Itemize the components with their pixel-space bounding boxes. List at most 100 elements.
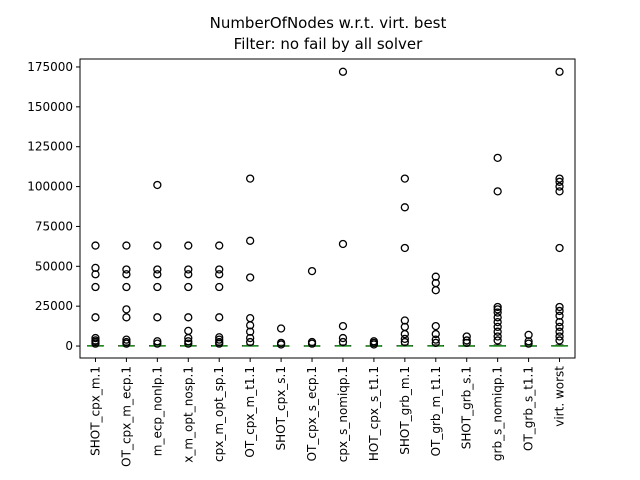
outlier bbox=[338, 321, 348, 331]
outlier bbox=[400, 329, 409, 339]
outlier bbox=[338, 337, 348, 347]
outlier bbox=[153, 180, 162, 190]
outlier bbox=[184, 265, 193, 274]
outlier bbox=[246, 337, 255, 347]
outlier bbox=[493, 322, 502, 332]
outlier bbox=[431, 335, 440, 344]
outlier bbox=[276, 324, 286, 333]
outlier bbox=[493, 153, 502, 163]
chart-subtitle: Filter: no fail by all solver bbox=[234, 35, 423, 53]
outlier bbox=[555, 67, 564, 76]
outlier bbox=[524, 337, 533, 346]
outlier bbox=[555, 322, 564, 332]
outlier bbox=[184, 326, 193, 336]
outlier bbox=[215, 282, 224, 292]
outlier bbox=[215, 339, 224, 348]
outlier bbox=[307, 266, 317, 276]
outlier bbox=[555, 306, 564, 316]
chart-title: NumberOfNodes w.r.t. virt. best bbox=[210, 14, 447, 32]
y-tick-label: 50000 bbox=[35, 259, 73, 273]
x-tick-label: m_ecp_nonlp.1 bbox=[150, 366, 164, 456]
y-tick-label: 150000 bbox=[27, 100, 73, 114]
y-tick-label: 100000 bbox=[27, 180, 73, 194]
outlier bbox=[91, 241, 100, 250]
outlier bbox=[122, 339, 131, 348]
outlier bbox=[493, 187, 502, 196]
x-tick-label: HOT_cpx_s_t1.1 bbox=[367, 366, 381, 461]
outlier bbox=[153, 337, 162, 346]
outlier bbox=[431, 321, 440, 331]
x-tick-label: SHOT_cpx_m.1 bbox=[88, 366, 102, 456]
outlier bbox=[555, 174, 564, 183]
outlier bbox=[184, 333, 193, 343]
x-tick-label: SHOT_cpx_s.1 bbox=[274, 366, 288, 450]
outlier bbox=[338, 67, 348, 76]
outlier bbox=[184, 241, 193, 250]
plot-frame bbox=[79, 58, 576, 359]
outlier bbox=[153, 313, 162, 322]
outlier bbox=[246, 273, 255, 282]
outlier bbox=[91, 270, 100, 279]
outlier bbox=[400, 334, 409, 344]
outlier bbox=[184, 337, 193, 346]
outlier bbox=[215, 313, 224, 322]
outlier bbox=[555, 187, 564, 196]
y-tick-label: 25000 bbox=[35, 299, 73, 313]
outlier bbox=[555, 243, 564, 253]
outlier bbox=[91, 282, 100, 292]
x-tick-label: x_m_opt_nosp.1 bbox=[181, 366, 195, 463]
outlier bbox=[184, 282, 193, 292]
outlier bbox=[431, 329, 440, 339]
outlier bbox=[215, 270, 224, 279]
outlier bbox=[122, 313, 131, 322]
outlier bbox=[307, 339, 317, 348]
outlier bbox=[555, 182, 564, 191]
outlier bbox=[369, 340, 379, 349]
outlier bbox=[91, 333, 100, 343]
x-tick-label: cpx_s_nomiqp.1 bbox=[336, 366, 350, 462]
x-tick-label: OT_cpx_m_ecp.1 bbox=[119, 366, 133, 467]
outlier bbox=[338, 333, 348, 343]
outlier bbox=[153, 282, 162, 292]
x-tick-label: OT_cpx_s_ecp.1 bbox=[305, 366, 319, 461]
outlier bbox=[215, 265, 224, 274]
outlier bbox=[184, 339, 193, 348]
x-tick-label: OT_grb_m_t1.1 bbox=[429, 366, 443, 456]
y-tick-label: 0 bbox=[65, 339, 73, 353]
outlier bbox=[215, 335, 224, 344]
outlier bbox=[122, 335, 131, 344]
x-tick-label: OT_cpx_m_t1.1 bbox=[243, 366, 257, 458]
outlier bbox=[400, 337, 409, 347]
outlier bbox=[493, 308, 502, 317]
outlier bbox=[91, 313, 100, 322]
outlier bbox=[122, 241, 131, 250]
outlier bbox=[153, 265, 162, 274]
y-tick-label: 125000 bbox=[27, 140, 73, 154]
outlier bbox=[431, 338, 440, 348]
x-tick-label: virt. worst bbox=[553, 366, 567, 427]
outlier bbox=[431, 286, 440, 295]
outlier bbox=[184, 313, 193, 322]
outlier bbox=[555, 327, 564, 336]
outlier bbox=[493, 302, 502, 312]
outlier bbox=[122, 270, 131, 279]
x-tick-label: SHOT_grb_m.1 bbox=[398, 366, 412, 455]
x-tick-label: cpx_m_opt_sp.1 bbox=[212, 366, 226, 462]
outlier bbox=[246, 174, 255, 183]
outlier bbox=[493, 336, 502, 345]
outlier bbox=[555, 177, 564, 186]
outlier bbox=[246, 313, 255, 323]
outlier bbox=[493, 332, 502, 341]
x-tick-label: SHOT_grb_s.1 bbox=[460, 366, 474, 449]
outlier bbox=[555, 302, 564, 312]
outlier bbox=[493, 305, 502, 314]
outlier bbox=[462, 338, 471, 348]
outlier bbox=[246, 333, 255, 343]
outlier bbox=[555, 336, 564, 345]
x-tick-label: OT_grb_s_t1.1 bbox=[522, 366, 536, 451]
outlier bbox=[122, 305, 131, 314]
outlier bbox=[153, 339, 162, 348]
outlier bbox=[153, 241, 162, 250]
outlier bbox=[338, 239, 348, 249]
